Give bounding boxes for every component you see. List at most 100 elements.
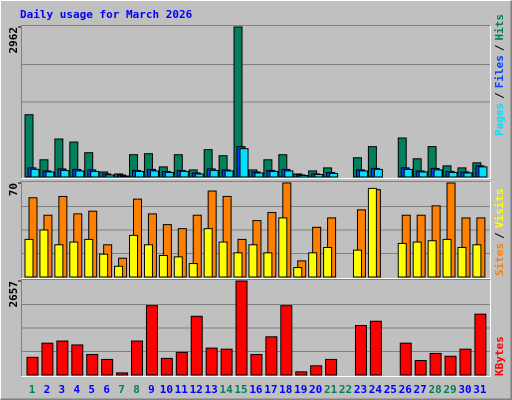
legend-entry: Sites: [493, 243, 506, 276]
legend-separator: /: [493, 232, 506, 239]
bar: [442, 238, 452, 278]
x-tick-label: 30: [458, 383, 471, 396]
bar: [188, 263, 198, 278]
panel-bevel-light: [21, 181, 491, 279]
bar: [352, 249, 362, 278]
panel-bevel-dark: [21, 279, 491, 376]
x-tick-label: 29: [443, 383, 456, 396]
x-tick-label: 4: [73, 383, 80, 396]
x-tick-label: 22: [339, 383, 352, 396]
bar: [105, 174, 115, 178]
bar: [248, 244, 258, 278]
bar: [235, 280, 248, 376]
bar: [280, 305, 293, 376]
x-tick-label: 21: [324, 383, 338, 396]
x-tick-label: 28: [428, 383, 441, 396]
legend-entry: Visits: [493, 189, 506, 229]
panel-bevel-light: [21, 279, 491, 377]
bar: [160, 357, 173, 376]
bar: [149, 170, 159, 178]
bar: [367, 187, 377, 278]
x-tick-label: 5: [88, 383, 95, 396]
bar: [84, 238, 94, 278]
bar: [69, 241, 79, 278]
bar: [265, 336, 278, 376]
bar: [173, 256, 183, 278]
bar: [429, 352, 442, 376]
bar: [90, 170, 100, 178]
bar: [399, 342, 412, 376]
bar: [203, 228, 213, 278]
legend-entry: Pages: [493, 103, 506, 136]
legend-separator: /: [493, 92, 506, 99]
bar: [369, 320, 382, 376]
x-tick-label: 8: [133, 383, 140, 396]
bar: [86, 353, 99, 376]
y-tick-label: 2657: [7, 281, 20, 308]
bar: [190, 315, 203, 376]
bar: [233, 252, 243, 278]
x-tick-label: 18: [279, 383, 292, 396]
panel-bevel-dark: [21, 181, 491, 278]
panel-bevel-dark: [21, 25, 491, 178]
bar: [263, 252, 273, 278]
bar: [397, 242, 407, 278]
bar: [209, 169, 219, 178]
bar: [41, 342, 54, 376]
bar: [354, 324, 367, 376]
x-tick-label: 31: [473, 383, 487, 396]
bar: [323, 246, 333, 278]
bar: [26, 356, 39, 376]
x-tick-label: 27: [414, 383, 427, 396]
legend-entry: Hits: [493, 14, 506, 41]
bar: [114, 265, 124, 278]
bar: [433, 169, 443, 178]
bar: [325, 358, 338, 376]
series-legend: KBytes: [493, 336, 506, 376]
bar: [284, 170, 294, 178]
bar: [478, 166, 488, 178]
bar: [143, 244, 153, 278]
bar: [224, 170, 234, 178]
x-tick-label: 9: [148, 383, 155, 396]
chart-title: Daily usage for March 2026: [20, 8, 193, 21]
x-tick-label: 3: [59, 383, 66, 396]
bar: [418, 171, 428, 178]
bar: [463, 172, 473, 178]
bar: [99, 253, 109, 278]
x-tick-label: 19: [294, 383, 307, 396]
bar: [158, 255, 168, 278]
bar: [269, 170, 279, 178]
x-tick-label: 13: [205, 383, 218, 396]
bar: [179, 170, 189, 178]
bar: [45, 171, 55, 178]
x-tick-label: 20: [309, 383, 322, 396]
bar: [145, 305, 158, 376]
y-tick-label: 70: [7, 183, 20, 196]
panel-bevel-light: [21, 25, 491, 179]
bar: [299, 174, 309, 178]
bar: [254, 172, 264, 178]
bar: [414, 359, 427, 376]
series-legend: Sites / Visits: [493, 189, 506, 277]
bar: [459, 348, 472, 376]
bar: [308, 252, 318, 278]
bar: [444, 355, 457, 376]
bar: [135, 170, 145, 178]
legend-separator: /: [493, 44, 506, 51]
x-tick-label: 7: [118, 383, 125, 396]
x-tick-label: 14: [219, 383, 233, 396]
series-legend: Pages / Files / Hits: [493, 14, 506, 136]
bar: [403, 168, 413, 178]
bar: [358, 170, 368, 178]
bar: [101, 358, 114, 376]
x-tick-label: 26: [399, 383, 413, 396]
bar: [56, 340, 69, 376]
bar: [60, 169, 70, 178]
bar: [457, 246, 467, 278]
bar: [293, 267, 303, 278]
bar: [250, 353, 263, 376]
bar: [71, 344, 84, 376]
bar: [448, 171, 458, 178]
